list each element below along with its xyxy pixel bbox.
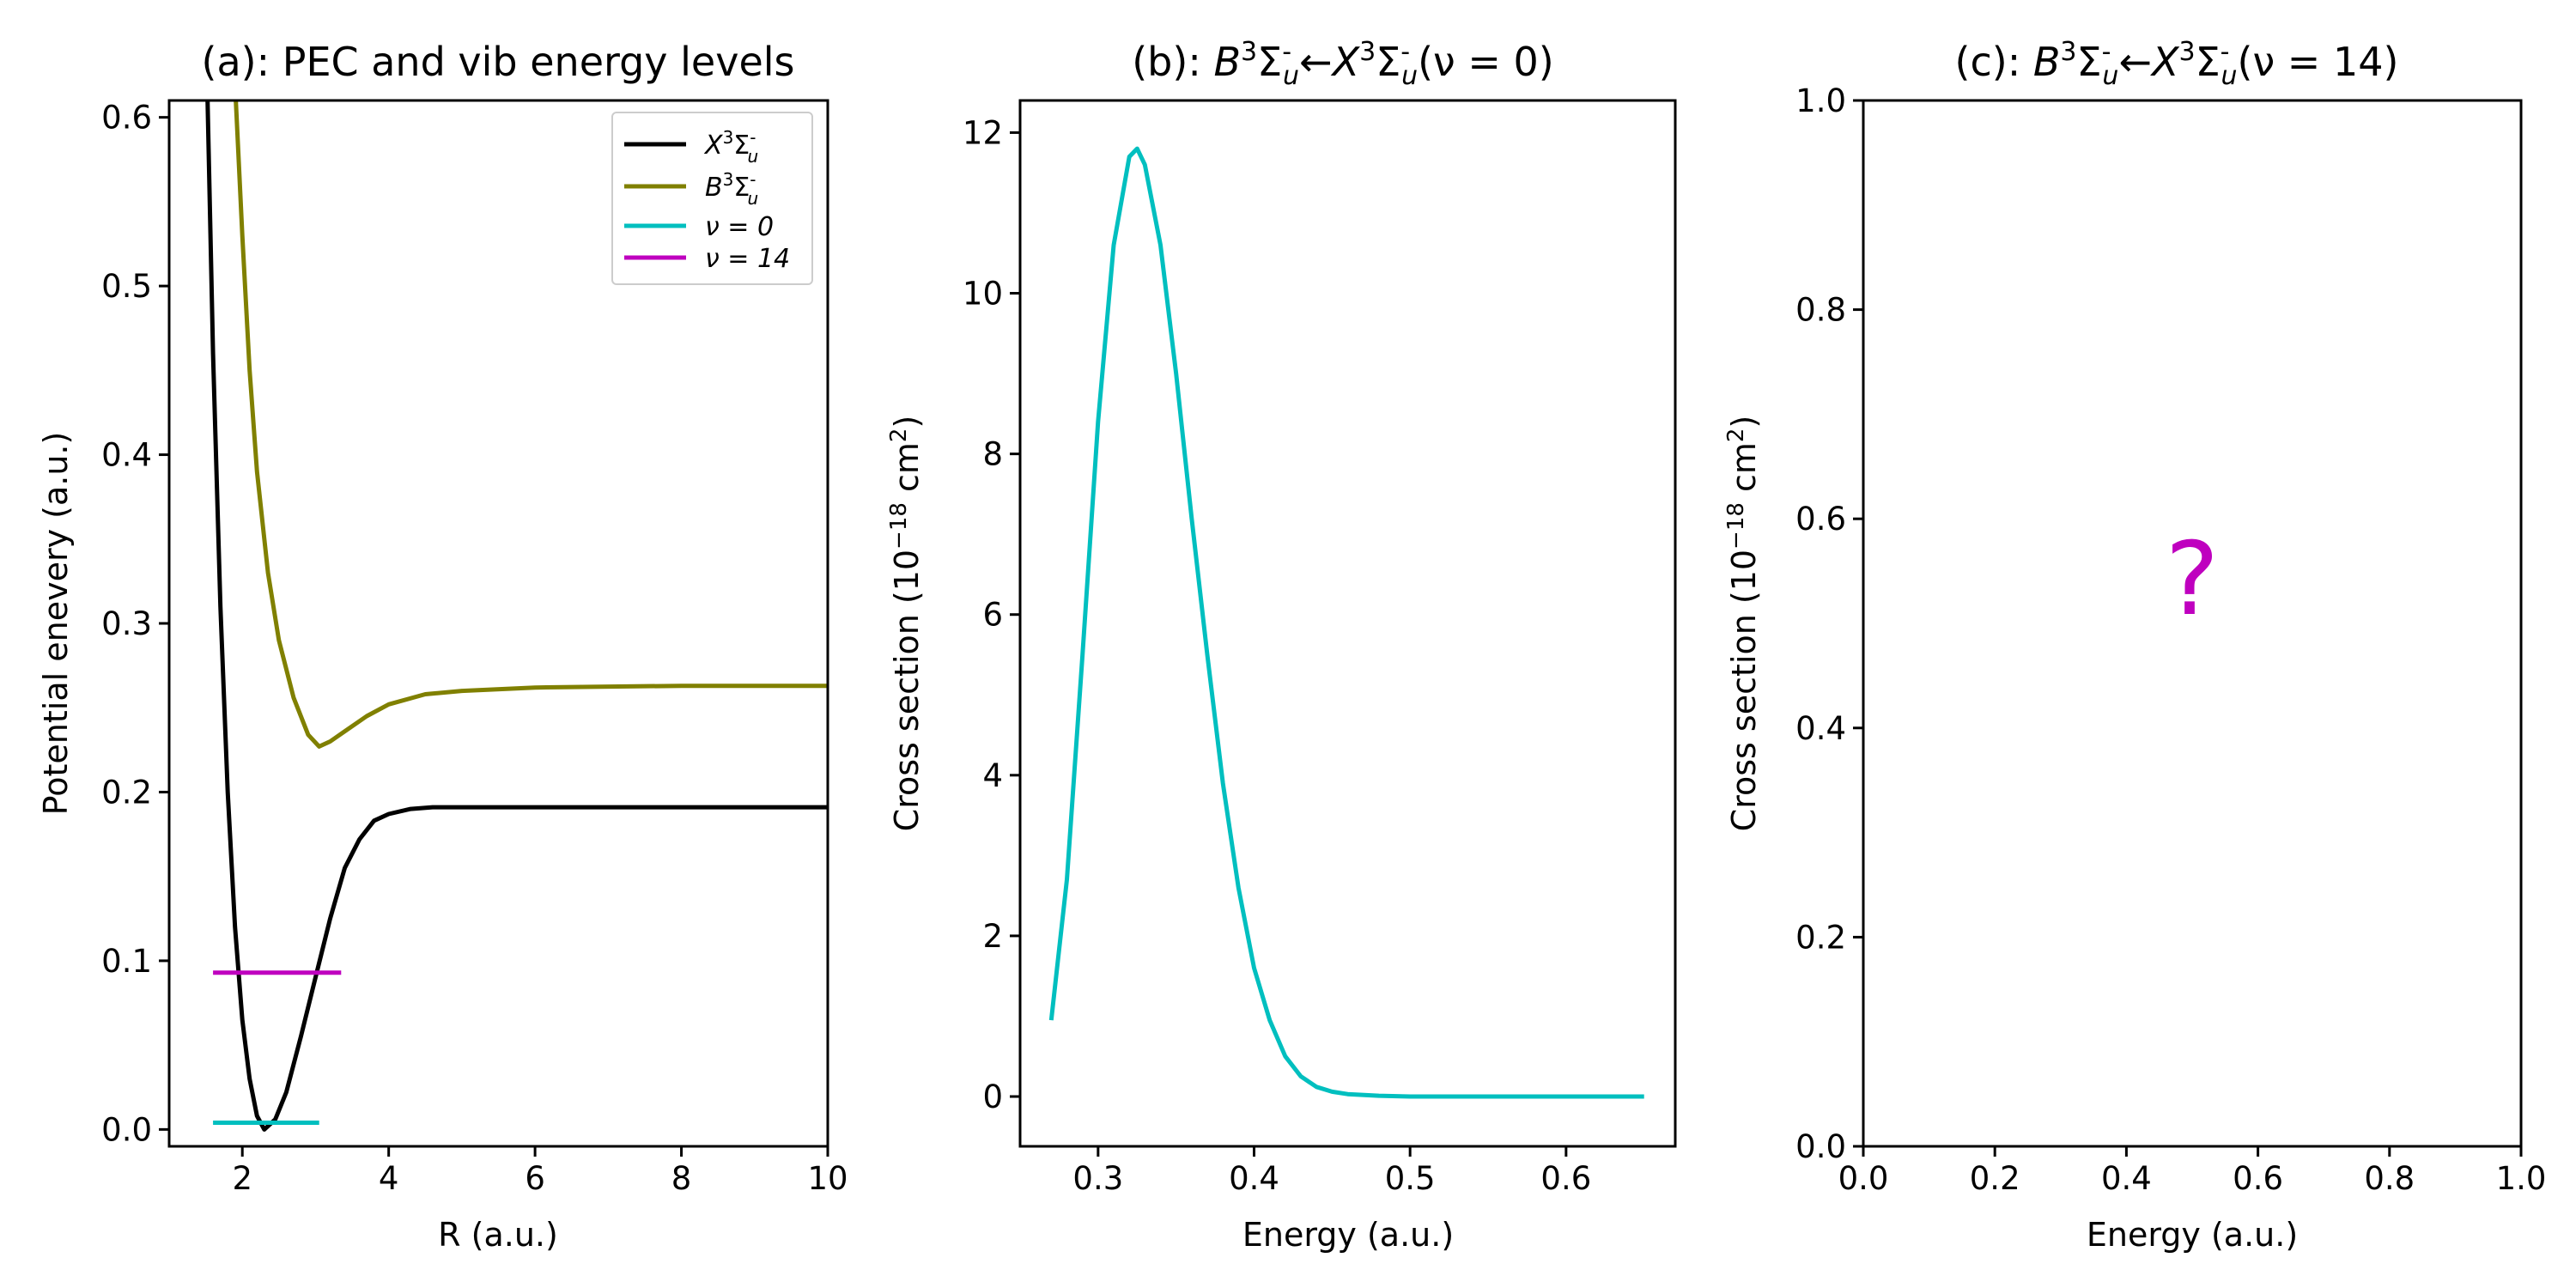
- panel-a-xtick-label: 8: [671, 1160, 692, 1197]
- panel-b-xlabel: Energy (a.u.): [1242, 1216, 1454, 1254]
- panel-a-xtick-label: 10: [807, 1160, 848, 1197]
- panel-c-ytick-label: 0.4: [1795, 710, 1846, 747]
- panel-b-ytick-label: 12: [963, 114, 1003, 151]
- panel-c: (c): B3Σ-u←X3Σ-u(ν = 14) 0.0 0.2 0.4 0.6 0.8…: [1723, 37, 2546, 1254]
- panel-c-ytick-label: 1.0: [1795, 82, 1846, 119]
- panel-a: (a): PEC and vib energy levels 2 4 6 8 10 0.0…: [37, 39, 848, 1254]
- panel-a-ytick-label: 0.1: [101, 943, 152, 980]
- panel-c-ytick-label: 0.2: [1795, 919, 1846, 956]
- panel-c-title: (c): B3Σ-u←X3Σ-u(ν = 14): [1955, 37, 2399, 91]
- panel-a-ytick-label: 0.4: [101, 437, 152, 474]
- panel-b-ytick-label: 6: [982, 597, 1003, 634]
- panel-c-xtick-label: 1.0: [2496, 1160, 2547, 1197]
- panel-c-xtick-label: 0.0: [1838, 1160, 1889, 1197]
- panel-c-ytick-label: 0.6: [1795, 501, 1846, 538]
- panel-c-xlabel: Energy (a.u.): [2087, 1216, 2298, 1254]
- legend-label-v0: ν = 0: [705, 212, 774, 242]
- panel-b-title: (b): B3Σ-u←X3Σ-u(ν = 0): [1132, 37, 1554, 91]
- panel-a-series-0-line: [205, 100, 828, 1132]
- panel-b-ytick-label: 8: [982, 436, 1003, 473]
- panel-a-ytick-label: 0.2: [101, 774, 152, 811]
- panel-b-ytick-label: 10: [963, 276, 1003, 313]
- panel-b-ytick-label: 0: [982, 1078, 1003, 1115]
- panel-b-frame: [1018, 99, 1677, 1148]
- panel-a-ytick-label: 0.0: [101, 1111, 152, 1148]
- panel-a-ytick-label: 0.6: [101, 100, 152, 137]
- panel-a-legend: X3Σ-u B3Σ-u ν = 0 ν = 14: [611, 112, 813, 285]
- panel-a-ylabel: Potential enevery (a.u.): [37, 432, 75, 816]
- legend-box: [611, 112, 813, 285]
- legend-label-b-state: B3Σ-u: [705, 169, 758, 209]
- panel-c-xtick-label: 0.4: [2101, 1160, 2152, 1197]
- panel-b-xtick-label: 0.4: [1229, 1160, 1279, 1197]
- legend-label-x-state: X3Σ-u: [703, 127, 758, 167]
- panel-c-question-mark: ?: [2166, 519, 2220, 638]
- panel-b-series-0-line: [1048, 146, 1644, 1099]
- panel-a-xtick-label: 6: [525, 1160, 545, 1197]
- panel-a-xtick-label: 4: [379, 1160, 399, 1197]
- panel-a-xlabel: R (a.u.): [438, 1216, 558, 1254]
- panel-b: (b): B3Σ-u←X3Σ-u(ν = 0) 0.3 0.4 0.5 0.6 0 2 4 6…: [886, 37, 1677, 1254]
- panel-a-xtick-label: 2: [232, 1160, 252, 1197]
- panel-c-ytick-label: 0.8: [1795, 292, 1846, 329]
- panel-c-frame: [1862, 99, 2523, 1148]
- panel-c-xtick-label: 0.6: [2233, 1160, 2283, 1197]
- panel-c-ytick-label: 0.0: [1795, 1128, 1846, 1165]
- panel-c-xtick-label: 0.8: [2364, 1160, 2415, 1197]
- panel-c-ylabel: Cross section (10−18 cm2): [1723, 416, 1763, 832]
- panel-b-xtick-label: 0.3: [1072, 1160, 1123, 1197]
- panel-b-ylabel: Cross section (10−18 cm2): [886, 416, 926, 832]
- panel-b-ytick-label: 2: [982, 918, 1003, 955]
- panel-b-ytick-label: 4: [982, 757, 1003, 794]
- panel-a-title: (a): PEC and vib energy levels: [202, 39, 795, 85]
- panel-a-ytick-label: 0.3: [101, 605, 152, 642]
- panel-a-series-1-line: [234, 100, 828, 749]
- panel-c-xtick-label: 0.2: [1970, 1160, 2020, 1197]
- panel-b-xtick-label: 0.5: [1385, 1160, 1436, 1197]
- panel-b-xtick-label: 0.6: [1540, 1160, 1591, 1197]
- panel-a-ytick-label: 0.5: [101, 268, 152, 305]
- legend-label-v14: ν = 14: [705, 244, 790, 274]
